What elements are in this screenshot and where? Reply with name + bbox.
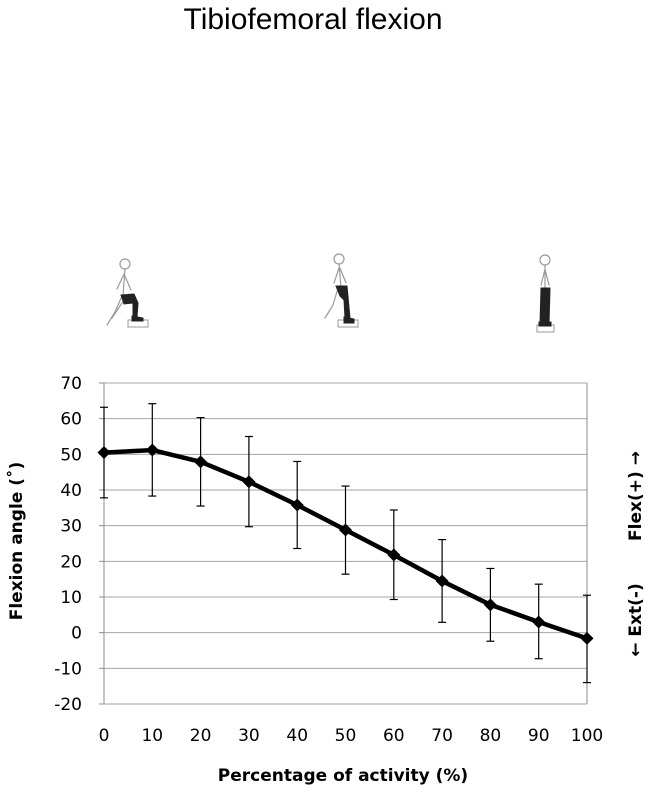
- data-point: [194, 455, 208, 469]
- y-tick-label: 40: [60, 481, 82, 501]
- data-point: [339, 523, 352, 537]
- data-point: [145, 443, 159, 457]
- y-tick-label: 70: [60, 374, 82, 394]
- flex-annotation: Flex(+) →: [626, 451, 646, 541]
- y-tick-label: 20: [60, 552, 82, 572]
- data-point: [387, 548, 401, 562]
- x-axis-title: Percentage of activity (%): [218, 766, 468, 786]
- x-tick-label: 60: [383, 726, 405, 746]
- y-tick-label: 50: [60, 445, 82, 465]
- data-point: [580, 631, 594, 645]
- y-tick-label: 60: [60, 410, 82, 430]
- y-tick-labels: 70 60 50 40 30 20 10 0 -10 -20: [54, 374, 82, 715]
- ext-annotation: ← Ext(-): [626, 583, 646, 656]
- error-bars: [100, 403, 591, 684]
- data-point: [242, 475, 256, 489]
- stair-start-figure-icon: [106, 258, 149, 328]
- x-tick-label: 80: [480, 726, 502, 746]
- y-tick-label: 30: [60, 517, 82, 537]
- data-markers: [97, 443, 594, 645]
- data-point: [483, 598, 497, 612]
- y-tick-label: -10: [54, 659, 82, 679]
- stair-end-figure-icon: [536, 254, 555, 333]
- data-point: [97, 446, 111, 460]
- y-tick-label: 0: [71, 624, 82, 644]
- x-tick-label: 40: [286, 726, 308, 746]
- x-tick-label: 50: [335, 726, 357, 746]
- data-point: [290, 498, 304, 512]
- data-point: [435, 574, 449, 588]
- y-tick-label: -20: [54, 695, 82, 715]
- x-tick-label: 100: [571, 726, 603, 746]
- y-tick-label: 10: [60, 588, 82, 608]
- x-tick-label: 70: [431, 726, 453, 746]
- x-tick-label: 0: [99, 726, 110, 746]
- x-tick-label: 10: [141, 726, 163, 746]
- x-tick-label: 30: [238, 726, 260, 746]
- stair-mid-figure-icon: [324, 253, 359, 328]
- y-axis-title: Flexion angle (˚): [5, 462, 27, 621]
- data-point: [532, 615, 546, 629]
- x-tick-label: 90: [528, 726, 550, 746]
- x-tick-labels: 0 10 20 30 40 50 60 70 80 90 100: [99, 726, 604, 746]
- chart-title: Tibiofemoral flexion: [184, 3, 443, 36]
- x-tick-label: 20: [190, 726, 212, 746]
- axes: [99, 382, 588, 705]
- gridlines: [104, 382, 587, 705]
